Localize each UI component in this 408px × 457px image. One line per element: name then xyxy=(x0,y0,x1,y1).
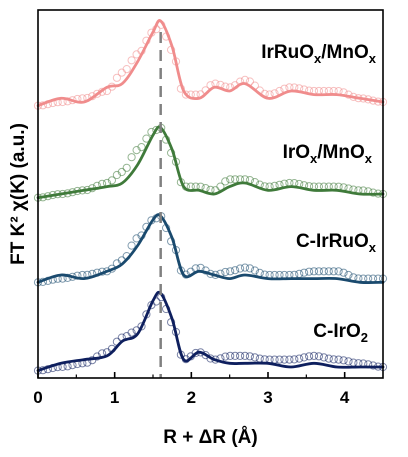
exp-point xyxy=(309,267,319,276)
exp-point xyxy=(127,153,136,162)
exp-point xyxy=(181,90,190,99)
exp-point xyxy=(290,355,299,364)
exp-point xyxy=(231,175,240,184)
exp-point xyxy=(132,234,141,243)
label-subscript: x xyxy=(369,51,377,66)
exp-point xyxy=(275,355,284,364)
series-2 xyxy=(33,212,388,287)
exp-point xyxy=(122,163,131,172)
exp-point xyxy=(245,264,254,273)
exp-point xyxy=(245,352,254,361)
exp-point xyxy=(319,267,328,276)
fit-line xyxy=(36,125,385,200)
exp-point xyxy=(344,270,353,280)
exp-point xyxy=(236,264,245,273)
exp-point xyxy=(231,351,240,360)
exp-point xyxy=(314,267,323,276)
label-subscript: x xyxy=(369,240,377,255)
exp-point xyxy=(226,267,235,276)
exp-point xyxy=(122,65,131,74)
label-text: C-IrO xyxy=(313,321,361,342)
label-subscript: x xyxy=(365,151,373,166)
exp-point xyxy=(300,268,309,277)
plot-frame xyxy=(37,9,384,379)
exp-point xyxy=(300,353,309,362)
exp-point xyxy=(309,351,319,360)
label-text: /MnO xyxy=(321,42,369,63)
fit-line xyxy=(36,290,385,372)
x-tick-label: 1 xyxy=(110,388,119,407)
exp-point xyxy=(226,351,235,360)
label-text: IrRuO xyxy=(261,42,314,63)
exp-point xyxy=(137,143,146,152)
exp-point xyxy=(127,241,136,250)
exp-point xyxy=(339,268,348,277)
exp-point xyxy=(344,357,353,366)
exp-point xyxy=(117,68,126,77)
series-1 xyxy=(33,123,388,202)
label-text: C-IrRuO xyxy=(296,231,369,252)
exp-point xyxy=(250,353,259,362)
exp-point xyxy=(221,267,230,277)
exp-point xyxy=(324,354,333,363)
exp-point xyxy=(250,266,259,275)
exp-point xyxy=(305,352,314,361)
exp-point xyxy=(334,267,343,276)
exp-point xyxy=(280,355,289,364)
fit-line xyxy=(36,19,385,108)
series-layer xyxy=(33,19,388,375)
label-subscript: 2 xyxy=(361,330,368,345)
exp-point xyxy=(314,352,323,361)
label-subscript: x xyxy=(314,51,322,66)
series-label-0: IrRuOx/MnOx xyxy=(261,42,377,66)
series-label-2: C-IrRuOx xyxy=(296,231,377,255)
exp-point xyxy=(226,175,235,184)
series-label-1: IrOx/MnOx xyxy=(283,142,373,166)
exp-point xyxy=(107,176,117,185)
exp-point xyxy=(295,269,304,278)
x-axis: 0 1 2 3 4 xyxy=(33,372,350,407)
series-0 xyxy=(33,19,388,110)
exp-point xyxy=(112,73,122,82)
series-3 xyxy=(33,290,388,375)
exp-point xyxy=(369,188,378,197)
x-tick-label: 0 xyxy=(33,388,42,407)
exp-point xyxy=(117,167,126,177)
y-axis-title: FT K² χ(K) (a.u.) xyxy=(8,123,29,265)
exp-point xyxy=(221,177,230,186)
exp-point xyxy=(93,89,102,98)
exp-point xyxy=(334,355,343,364)
x-tick-label: 4 xyxy=(340,388,350,407)
exp-point xyxy=(329,355,338,364)
exp-point xyxy=(329,267,338,276)
exp-point xyxy=(324,267,333,276)
label-text: IrO xyxy=(283,142,310,163)
exp-point xyxy=(236,351,245,360)
exp-point xyxy=(127,328,136,337)
x-tick-label: 3 xyxy=(263,388,272,407)
label-subscript: x xyxy=(310,151,318,166)
exp-point xyxy=(339,356,348,365)
exp-point xyxy=(295,354,304,363)
exp-point xyxy=(319,353,328,362)
exp-point xyxy=(240,351,250,360)
exp-point xyxy=(231,266,240,275)
fit-line xyxy=(36,213,385,284)
x-axis-title: R + ΔR (Å) xyxy=(163,427,257,448)
exp-point xyxy=(305,267,314,276)
label-text: /MnO xyxy=(317,142,365,163)
exp-point xyxy=(127,56,136,65)
exp-point xyxy=(221,352,230,361)
x-tick-label: 2 xyxy=(187,388,196,407)
exp-point xyxy=(369,361,378,370)
exp-point xyxy=(240,263,250,272)
series-label-3: C-IrO2 xyxy=(313,321,368,345)
exp-point xyxy=(285,355,294,364)
